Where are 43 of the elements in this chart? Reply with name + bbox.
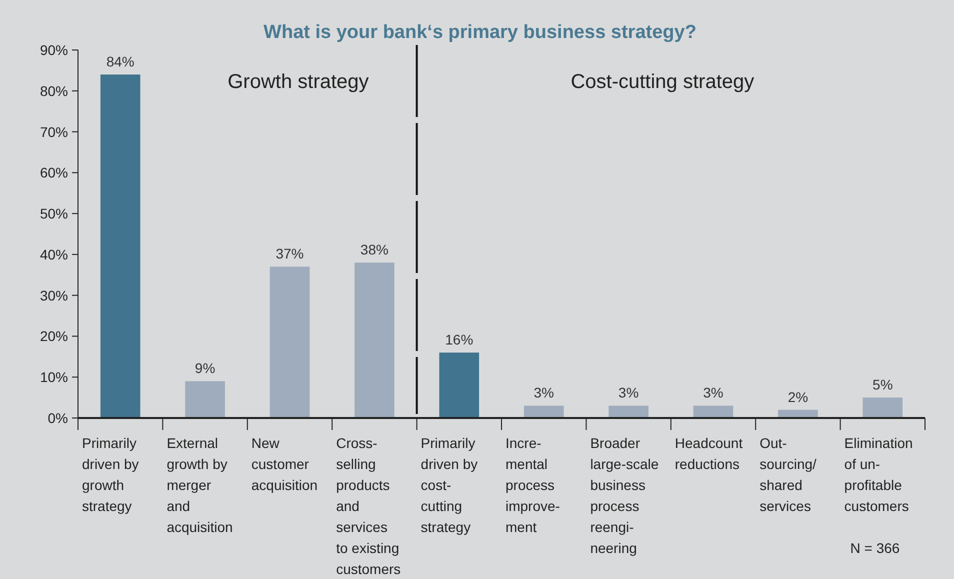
- y-tick-label: 30%: [40, 287, 68, 304]
- x-tick-label: Headcount reductions: [674, 435, 743, 472]
- x-tick-label: Primarily driven by growth strategy: [82, 435, 139, 514]
- annotation: Growth strategy: [228, 71, 369, 93]
- bar: [693, 406, 734, 418]
- data-label: 3%: [618, 384, 639, 401]
- x-tick-label: Out- sourcing/ shared services: [760, 435, 817, 514]
- data-label: 9%: [194, 360, 216, 376]
- data-label: 3%: [534, 384, 554, 401]
- y-tick-label: 20%: [40, 328, 68, 344]
- data-label: 84%: [106, 54, 134, 70]
- chart-title: What is your bank‘s primary business strategy?: [264, 22, 696, 43]
- text: N = 366: [850, 540, 900, 556]
- x-tick-label: Broader large-scale business process reengi- neering: [590, 435, 659, 556]
- bar: [524, 406, 564, 418]
- x-tick-label: External growth by merger and acquisition: [166, 435, 233, 535]
- data-label: 16%: [445, 332, 474, 348]
- bar: [439, 352, 480, 418]
- x-tick-label: Elimination of un- profitable customers: [844, 435, 913, 514]
- x-tick-label: New customer acquisition: [251, 435, 318, 493]
- data-label: 5%: [872, 376, 893, 393]
- y-tick-label: 80%: [40, 82, 68, 99]
- data-label: 2%: [788, 388, 808, 405]
- x-tick-label: Primarily driven by cost- cutting strategy: [420, 435, 478, 535]
- data-label: 3%: [703, 384, 724, 401]
- bar: [354, 262, 394, 418]
- y-tick-label: 90%: [40, 42, 68, 58]
- y-tick-label: 50%: [40, 206, 68, 222]
- x-tick-label: Incre- mental process improve- ment: [506, 435, 560, 535]
- y-tick-label: 10%: [40, 369, 68, 386]
- y-tick-label: 0%: [48, 410, 68, 426]
- annotation: Cost-cutting strategy: [570, 71, 754, 93]
- bar: [100, 74, 140, 418]
- y-tick-label: 70%: [40, 124, 68, 140]
- data-label: 38%: [360, 242, 388, 258]
- y-tick-label: 40%: [40, 246, 68, 262]
- bar: [270, 266, 310, 418]
- x-tick-label: Cross- selling products and services to existing customers: [336, 435, 401, 577]
- y-tick-label: 60%: [40, 164, 68, 181]
- bar: [862, 398, 903, 418]
- data-label: 37%: [276, 246, 304, 262]
- bar: [608, 406, 648, 418]
- bar: [185, 381, 225, 418]
